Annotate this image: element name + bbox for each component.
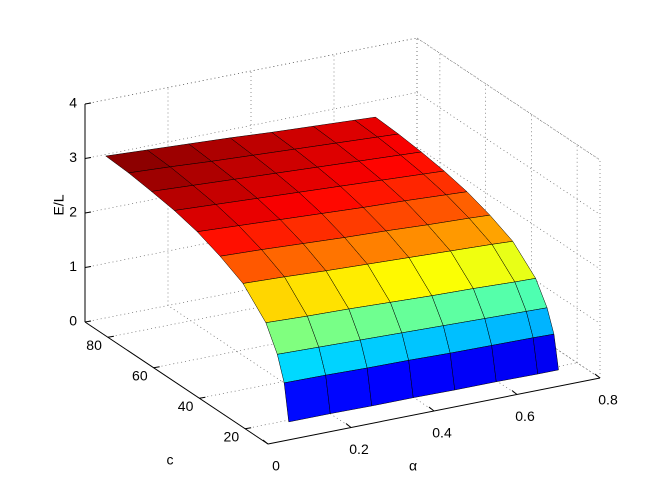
y-axis-label: c (167, 452, 174, 468)
grid-line (107, 270, 440, 338)
grid-line (84, 92, 418, 159)
z-axis-label: E/L (51, 194, 67, 215)
tick-mark (153, 366, 160, 369)
z-tick-label: 2 (69, 204, 77, 220)
grid-line (416, 255, 601, 379)
surface-patch (491, 337, 539, 383)
grid-line (416, 92, 601, 215)
z-tick-label: 3 (69, 149, 77, 165)
x-tick-label: 0.6 (515, 408, 535, 424)
grid-line (416, 37, 601, 161)
surface-patch (532, 333, 559, 375)
x-tick-label: 0 (272, 458, 280, 474)
tick-mark (84, 157, 92, 159)
surface-patch (283, 374, 331, 423)
surface-patch (408, 352, 456, 398)
tick-mark (594, 373, 601, 379)
grid-line (153, 301, 486, 369)
grid-line (84, 146, 418, 214)
x-tick-label: 0.2 (349, 441, 369, 457)
grid-line (84, 201, 418, 268)
tick-mark (245, 427, 252, 430)
tick-mark (262, 439, 269, 445)
tick-mark (428, 406, 435, 412)
x-axis-label: α (409, 458, 417, 474)
y-tick-label: 60 (132, 367, 148, 383)
tick-mark (199, 396, 206, 399)
tick-mark (84, 266, 92, 268)
surface-patch (325, 367, 373, 414)
tick-mark (84, 102, 92, 105)
grid-line (199, 331, 532, 399)
z-tick-label: 1 (69, 258, 77, 274)
x-tick-label: 0.4 (432, 425, 452, 441)
tick-mark (107, 335, 114, 338)
y-tick-label: 40 (178, 398, 194, 414)
tick-mark (511, 390, 518, 395)
y-tick-label: 80 (86, 337, 102, 353)
grid-line (84, 255, 418, 323)
surface-patch (449, 345, 497, 391)
tick-mark (84, 320, 92, 323)
z-tick-label: 0 (69, 313, 77, 329)
grid-line (416, 146, 601, 270)
y-tick-label: 20 (224, 428, 240, 444)
tick-mark (345, 423, 352, 428)
x-tick-label: 0.8 (598, 392, 618, 408)
surface-patch (366, 360, 414, 407)
tick-mark (84, 211, 92, 214)
z-tick-label: 4 (69, 95, 77, 111)
